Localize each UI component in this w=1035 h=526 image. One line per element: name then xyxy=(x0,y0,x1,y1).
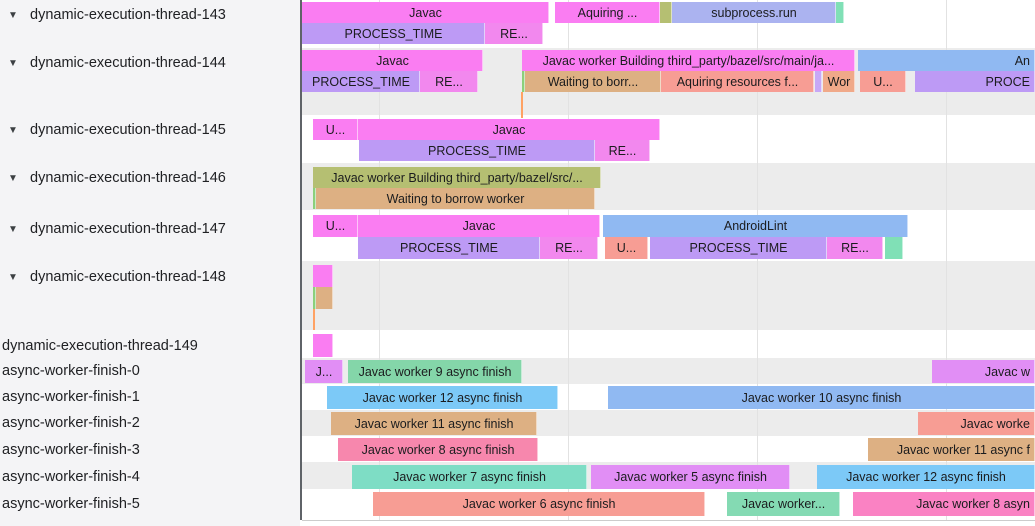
trace-span[interactable]: PROCESS_TIME xyxy=(302,23,485,44)
trace-span[interactable]: U... xyxy=(605,237,648,259)
time-gridline xyxy=(757,0,758,520)
track-row-async-worker-finish-3[interactable]: async-worker-finish-3 xyxy=(0,440,140,460)
track-name-label: async-worker-finish-2 xyxy=(2,415,140,431)
trace-span[interactable]: Javac worker 12 async finish xyxy=(327,386,558,409)
trace-span[interactable]: PROCESS_TIME xyxy=(358,237,540,259)
track-row-dynamic-execution-thread-146[interactable]: ▼ dynamic-execution-thread-146 xyxy=(0,168,226,188)
flow-event-tick xyxy=(521,92,523,118)
trace-span[interactable]: PROCESS_TIME xyxy=(359,140,595,161)
sidebar-divider xyxy=(300,0,302,520)
trace-span[interactable]: Javac worker 8 async finish xyxy=(338,438,538,461)
trace-span[interactable]: Waiting to borrow worker xyxy=(316,188,595,209)
collapse-arrow-icon[interactable]: ▼ xyxy=(8,124,18,136)
panel-bottom-divider xyxy=(302,520,1035,521)
trace-span[interactable]: Javac xyxy=(358,215,600,237)
trace-span-sliver[interactable] xyxy=(885,237,903,259)
trace-span[interactable]: U... xyxy=(313,119,358,140)
track-name-label: dynamic-execution-thread-144 xyxy=(30,55,226,71)
trace-span-sliver[interactable] xyxy=(313,265,333,287)
trace-span[interactable]: Javac worker 10 async finish xyxy=(608,386,1035,409)
track-name-label: dynamic-execution-thread-145 xyxy=(30,122,226,138)
track-row-async-worker-finish-1[interactable]: async-worker-finish-1 xyxy=(0,387,140,407)
track-row-async-worker-finish-2[interactable]: async-worker-finish-2 xyxy=(0,413,140,433)
trace-span-sliver[interactable] xyxy=(313,334,333,357)
trace-span[interactable]: RE... xyxy=(420,71,478,92)
track-name-label: dynamic-execution-thread-146 xyxy=(30,170,226,186)
track-row-dynamic-execution-thread-144[interactable]: ▼ dynamic-execution-thread-144 xyxy=(0,53,226,73)
trace-span[interactable]: Javac worker 7 async finish xyxy=(352,465,587,489)
track-name-label: async-worker-finish-0 xyxy=(2,363,140,379)
trace-span-sliver[interactable] xyxy=(313,287,316,309)
track-name-sidebar: ▼ dynamic-execution-thread-143 ▼ dynamic-ex… xyxy=(0,0,300,526)
trace-span[interactable]: PROCESS_TIME xyxy=(302,71,420,92)
trace-span[interactable]: Javac worker... xyxy=(727,492,840,516)
trace-span[interactable]: Javac xyxy=(302,50,483,71)
time-gridline xyxy=(568,0,569,520)
trace-span[interactable]: Javac worker 11 async f xyxy=(868,438,1035,461)
time-gridline xyxy=(946,0,947,520)
trace-span-sliver[interactable] xyxy=(836,2,844,23)
trace-span[interactable]: Wor xyxy=(823,71,855,92)
trace-span[interactable]: U... xyxy=(313,215,358,237)
time-gridline xyxy=(379,0,380,520)
trace-span[interactable]: RE... xyxy=(595,140,650,161)
trace-span[interactable]: Javac worker Building third_party/bazel/… xyxy=(313,167,601,188)
track-row-dynamic-execution-thread-149[interactable]: dynamic-execution-thread-149 xyxy=(0,336,198,356)
trace-span[interactable]: Javac worker 11 async finish xyxy=(331,412,537,435)
trace-span[interactable]: Javac worker 5 async finish xyxy=(591,465,790,489)
track-name-label: dynamic-execution-thread-143 xyxy=(30,7,226,23)
track-row-dynamic-execution-thread-143[interactable]: ▼ dynamic-execution-thread-143 xyxy=(0,5,226,25)
track-name-label: dynamic-execution-thread-148 xyxy=(30,269,226,285)
trace-span-sliver[interactable] xyxy=(660,2,672,23)
track-row-async-worker-finish-5[interactable]: async-worker-finish-5 xyxy=(0,494,140,514)
trace-span[interactable]: J... xyxy=(305,360,343,383)
trace-span[interactable]: AndroidLint xyxy=(603,215,908,237)
trace-span-sliver[interactable] xyxy=(522,71,525,92)
trace-span[interactable]: RE... xyxy=(540,237,598,259)
trace-span[interactable]: Javac worker 12 async finish xyxy=(817,465,1035,489)
trace-span[interactable]: PROCE xyxy=(915,71,1035,92)
trace-span-sliver[interactable] xyxy=(316,287,333,309)
trace-span[interactable]: RE... xyxy=(485,23,543,44)
track-row-dynamic-execution-thread-145[interactable]: ▼ dynamic-execution-thread-145 xyxy=(0,120,226,140)
track-name-label: async-worker-finish-3 xyxy=(2,442,140,458)
trace-span[interactable]: Aquiring ... xyxy=(555,2,660,23)
collapse-arrow-icon[interactable]: ▼ xyxy=(8,172,18,184)
trace-span[interactable]: Javac worker 6 async finish xyxy=(373,492,705,516)
track-background-band xyxy=(302,330,1035,358)
trace-span[interactable]: Waiting to borr... xyxy=(525,71,661,92)
track-name-label: async-worker-finish-5 xyxy=(2,496,140,512)
trace-span[interactable]: PROCESS_TIME xyxy=(650,237,827,259)
track-background-band xyxy=(302,261,1035,330)
collapse-arrow-icon[interactable]: ▼ xyxy=(8,9,18,21)
track-row-async-worker-finish-4[interactable]: async-worker-finish-4 xyxy=(0,467,140,487)
trace-span[interactable]: Javac worker Building third_party/bazel/… xyxy=(522,50,855,71)
track-name-label: dynamic-execution-thread-149 xyxy=(2,338,198,354)
trace-span[interactable]: An xyxy=(858,50,1035,71)
trace-span[interactable]: Javac worker 9 async finish xyxy=(348,360,522,383)
trace-span[interactable]: Javac worker 8 asyn xyxy=(853,492,1035,516)
track-row-dynamic-execution-thread-147[interactable]: ▼ dynamic-execution-thread-147 xyxy=(0,219,226,239)
track-name-label: async-worker-finish-4 xyxy=(2,469,140,485)
trace-span[interactable]: Aquiring resources f... xyxy=(661,71,814,92)
trace-span[interactable]: U... xyxy=(860,71,906,92)
collapse-arrow-icon[interactable]: ▼ xyxy=(8,57,18,69)
trace-span[interactable]: RE... xyxy=(827,237,883,259)
flow-event-tick xyxy=(313,309,315,330)
track-row-async-worker-finish-0[interactable]: async-worker-finish-0 xyxy=(0,361,140,381)
collapse-arrow-icon[interactable]: ▼ xyxy=(8,271,18,283)
trace-span[interactable]: Javac xyxy=(302,2,549,23)
trace-span[interactable]: Javac worke xyxy=(918,412,1035,435)
track-row-dynamic-execution-thread-148[interactable]: ▼ dynamic-execution-thread-148 xyxy=(0,267,226,287)
trace-span-sliver[interactable] xyxy=(313,188,316,209)
trace-span[interactable]: Javac w xyxy=(932,360,1035,383)
track-name-label: async-worker-finish-1 xyxy=(2,389,140,405)
timeline-canvas[interactable]: Javac Aquiring ... subprocess.run PROCESS_T… xyxy=(302,0,1035,526)
track-name-label: dynamic-execution-thread-147 xyxy=(30,221,226,237)
trace-span[interactable]: subprocess.run xyxy=(672,2,836,23)
collapse-arrow-icon[interactable]: ▼ xyxy=(8,223,18,235)
trace-span-sliver[interactable] xyxy=(815,71,822,92)
trace-span[interactable]: Javac xyxy=(358,119,660,140)
